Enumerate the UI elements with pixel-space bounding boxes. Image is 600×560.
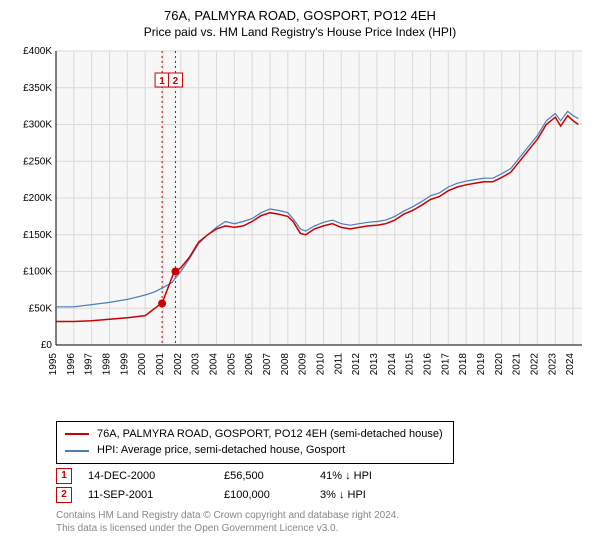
transaction-marker-2: 2	[56, 487, 72, 503]
transaction-price-1: £56,500	[224, 470, 304, 482]
svg-text:2011: 2011	[333, 352, 344, 374]
svg-text:£200K: £200K	[23, 193, 52, 204]
transaction-row-1: 1 14-DEC-2000 £56,500 41% ↓ HPI	[56, 468, 588, 484]
svg-text:2023: 2023	[547, 352, 558, 375]
svg-text:£250K: £250K	[23, 156, 52, 167]
svg-text:2013: 2013	[369, 352, 380, 375]
transaction-price-2: £100,000	[224, 489, 304, 501]
svg-text:2006: 2006	[244, 352, 255, 375]
svg-text:2014: 2014	[387, 352, 398, 375]
legend-label-hpi: HPI: Average price, semi-detached house,…	[97, 442, 345, 459]
svg-text:2015: 2015	[405, 352, 416, 375]
svg-text:2016: 2016	[422, 352, 433, 375]
transaction-date-2: 11-SEP-2001	[88, 489, 208, 501]
svg-text:£300K: £300K	[23, 119, 52, 130]
legend-swatch-price-paid	[65, 433, 89, 435]
footer-attribution: Contains HM Land Registry data © Crown c…	[56, 509, 588, 535]
svg-text:2007: 2007	[262, 352, 273, 375]
svg-text:2017: 2017	[440, 352, 451, 375]
transaction-marker-1: 1	[56, 468, 72, 484]
svg-text:£350K: £350K	[23, 83, 52, 94]
transaction-diff-1: 41% ↓ HPI	[320, 470, 420, 482]
svg-text:2000: 2000	[137, 352, 148, 375]
svg-text:1998: 1998	[101, 352, 112, 375]
svg-text:2021: 2021	[512, 352, 523, 375]
svg-text:1: 1	[159, 76, 165, 87]
svg-text:2012: 2012	[351, 352, 362, 375]
svg-text:£50K: £50K	[29, 303, 53, 314]
svg-text:£100K: £100K	[23, 266, 52, 277]
transaction-date-1: 14-DEC-2000	[88, 470, 208, 482]
svg-text:2010: 2010	[315, 352, 326, 375]
svg-text:2018: 2018	[458, 352, 469, 375]
svg-text:1999: 1999	[119, 352, 130, 375]
transaction-row-2: 2 11-SEP-2001 £100,000 3% ↓ HPI	[56, 487, 588, 503]
svg-text:2001: 2001	[155, 352, 166, 375]
svg-text:2024: 2024	[565, 352, 576, 375]
svg-text:£400K: £400K	[23, 46, 52, 57]
svg-text:2022: 2022	[529, 352, 540, 375]
legend-item-price-paid: 76A, PALMYRA ROAD, GOSPORT, PO12 4EH (se…	[65, 426, 445, 443]
svg-text:2005: 2005	[226, 352, 237, 375]
svg-text:2003: 2003	[191, 352, 202, 375]
svg-text:£0: £0	[41, 340, 53, 351]
chart-subtitle: Price paid vs. HM Land Registry's House …	[12, 25, 588, 39]
legend-item-hpi: HPI: Average price, semi-detached house,…	[65, 442, 445, 459]
chart-plot: £0 £50K £100K £150K £200K £250K £300K £350K £400…	[12, 45, 588, 415]
legend-label-price-paid: 76A, PALMYRA ROAD, GOSPORT, PO12 4EH (se…	[97, 426, 443, 443]
chart-title: 76A, PALMYRA ROAD, GOSPORT, PO12 4EH	[12, 8, 588, 25]
chart-container: 76A, PALMYRA ROAD, GOSPORT, PO12 4EH Pri…	[0, 0, 600, 543]
svg-text:2009: 2009	[298, 352, 309, 375]
svg-text:2020: 2020	[494, 352, 505, 375]
svg-text:1995: 1995	[48, 352, 59, 375]
svg-text:£150K: £150K	[23, 230, 52, 241]
svg-text:2: 2	[173, 76, 179, 87]
svg-text:2002: 2002	[173, 352, 184, 375]
svg-text:2004: 2004	[208, 352, 219, 375]
legend-swatch-hpi	[65, 450, 89, 452]
footer-line-2: This data is licensed under the Open Gov…	[56, 522, 588, 535]
svg-text:2019: 2019	[476, 352, 487, 375]
transaction-diff-2: 3% ↓ HPI	[320, 489, 420, 501]
svg-text:2008: 2008	[280, 352, 291, 375]
svg-text:1996: 1996	[66, 352, 77, 375]
chart-svg: £0 £50K £100K £150K £200K £250K £300K £350K £400…	[12, 45, 588, 415]
legend: 76A, PALMYRA ROAD, GOSPORT, PO12 4EH (se…	[56, 421, 454, 464]
footer-line-1: Contains HM Land Registry data © Crown c…	[56, 509, 588, 522]
svg-text:1997: 1997	[84, 352, 95, 375]
